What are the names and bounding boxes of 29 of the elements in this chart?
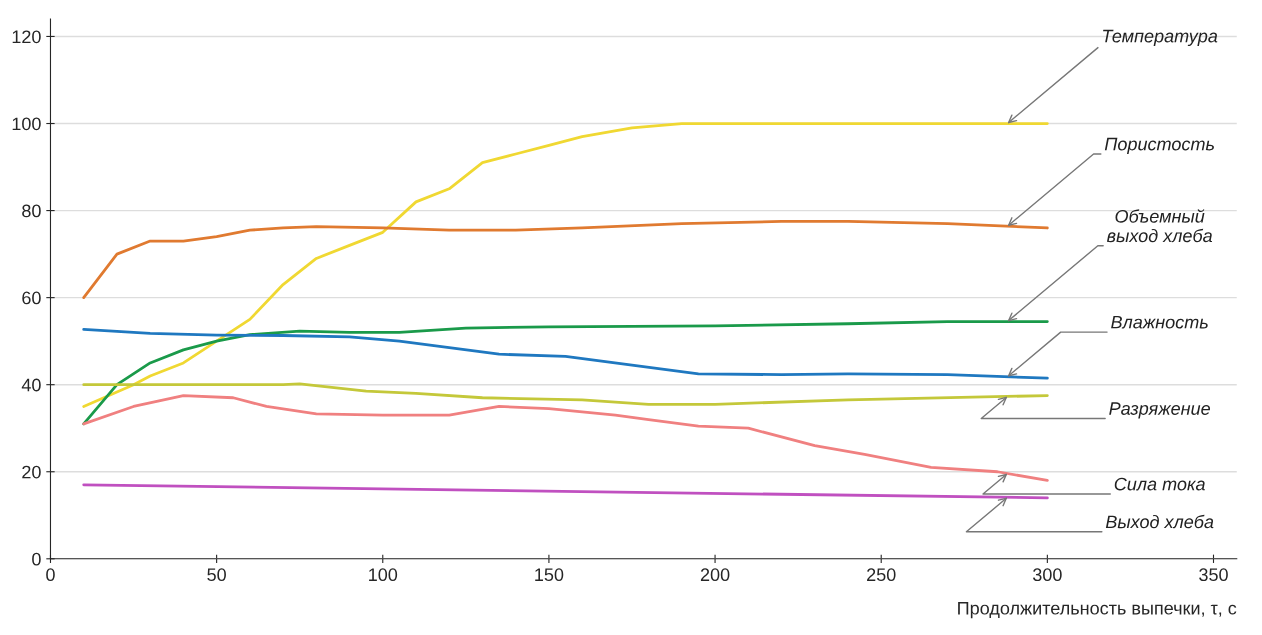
x-tick-label: 250 <box>867 568 896 582</box>
text: Разряжение <box>1109 402 1210 419</box>
text: Температура <box>1103 29 1218 47</box>
line-series <box>82 382 1049 406</box>
text: Влажность <box>1111 315 1208 329</box>
line-series <box>82 220 1049 300</box>
line-series <box>82 122 1049 408</box>
line-series <box>82 320 1049 426</box>
text: Сила тока <box>1114 477 1205 491</box>
text: Пористость <box>1104 137 1214 154</box>
text: Объемный выход хлеба <box>1106 209 1213 243</box>
x-tick-label: 200 <box>700 568 730 582</box>
y-tick-label: 60 <box>22 291 41 305</box>
text: Выход хлеба <box>1105 514 1214 529</box>
x-tick-label: 150 <box>535 568 564 582</box>
line-series <box>82 394 1049 482</box>
y-tick-label: 120 <box>12 30 41 44</box>
line-series <box>82 328 1049 380</box>
x-tick-label: 350 <box>1199 568 1228 582</box>
x-tick-label: 100 <box>369 568 398 582</box>
x-tick-label: 50 <box>207 568 226 582</box>
y-tick-label: 100 <box>12 117 41 131</box>
y-tick-label: 0 <box>32 552 41 566</box>
y-tick-label: 80 <box>22 204 41 218</box>
x-axis-title: Продолжительность выпечки, τ, с <box>958 601 1237 619</box>
y-tick-label: 40 <box>21 378 41 392</box>
x-tick-label: 0 <box>46 568 55 582</box>
x-tick-label: 300 <box>1032 568 1062 582</box>
y-tick-label: 20 <box>22 465 41 479</box>
